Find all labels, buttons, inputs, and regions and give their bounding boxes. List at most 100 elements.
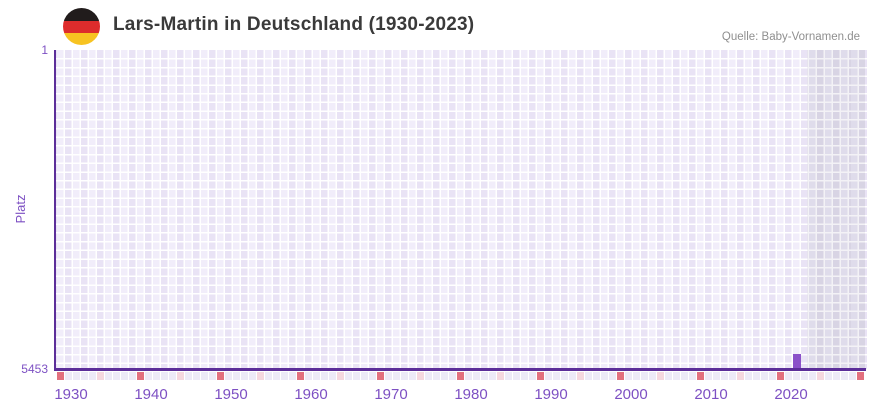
year-marker-2007 <box>673 371 680 380</box>
year-marker-2016 <box>745 371 752 380</box>
year-marker-2006 <box>665 371 672 380</box>
flag-stripe-black <box>63 8 100 21</box>
year-marker-1933 <box>81 371 88 380</box>
year-marker-1952 <box>233 371 240 380</box>
year-marker-1953 <box>241 371 248 380</box>
year-marker-2010 <box>697 371 704 380</box>
year-marker-1958 <box>281 371 288 380</box>
rank-bar-2022[interactable] <box>793 354 801 369</box>
year-marker-1935 <box>97 371 104 380</box>
year-marker-1988 <box>521 371 528 380</box>
year-marker-2030 <box>857 371 864 380</box>
year-marker-2018 <box>761 371 768 380</box>
year-marker-1974 <box>409 371 416 380</box>
year-marker-1979 <box>449 371 456 380</box>
year-marker-1963 <box>321 371 328 380</box>
year-marker-1985 <box>497 371 504 380</box>
year-marker-1947 <box>193 371 200 380</box>
year-marker-1980 <box>457 371 464 380</box>
year-marker-1966 <box>345 371 352 380</box>
year-marker-1937 <box>113 371 120 380</box>
year-marker-1982 <box>473 371 480 380</box>
y-axis-tick-bottom: 5453 <box>21 362 48 376</box>
year-marker-1986 <box>505 371 512 380</box>
year-marker-1939 <box>129 371 136 380</box>
year-marker-2027 <box>833 371 840 380</box>
x-axis-line <box>54 368 866 371</box>
year-marker-1931 <box>65 371 72 380</box>
year-marker-2012 <box>713 371 720 380</box>
flag-stripe-gold <box>63 32 100 45</box>
year-marker-1951 <box>225 371 232 380</box>
year-marker-1999 <box>609 371 616 380</box>
plot-area <box>56 50 867 369</box>
year-marker-1975 <box>417 371 424 380</box>
year-marker-1936 <box>105 371 112 380</box>
year-marker-1972 <box>393 371 400 380</box>
year-marker-2024 <box>809 371 816 380</box>
year-marker-1946 <box>185 371 192 380</box>
year-marker-1973 <box>401 371 408 380</box>
year-marker-2020 <box>777 371 784 380</box>
year-marker-1981 <box>465 371 472 380</box>
year-marker-1967 <box>353 371 360 380</box>
year-marker-1977 <box>433 371 440 380</box>
year-marker-1993 <box>561 371 568 380</box>
year-marker-1956 <box>265 371 272 380</box>
future-years-shaded-region <box>807 50 865 369</box>
x-axis-tick-2020: 2020 <box>774 386 808 403</box>
year-marker-2019 <box>769 371 776 380</box>
year-marker-1987 <box>513 371 520 380</box>
x-axis-tick-1940: 1940 <box>134 386 168 403</box>
year-marker-1965 <box>337 371 344 380</box>
year-marker-2029 <box>849 371 856 380</box>
year-marker-2000 <box>617 371 624 380</box>
year-marker-1960 <box>297 371 304 380</box>
flag-stripe-red <box>63 20 100 33</box>
x-axis-tick-2010: 2010 <box>694 386 728 403</box>
x-axis-tick-1990: 1990 <box>534 386 568 403</box>
year-marker-1938 <box>121 371 128 380</box>
year-marker-1996 <box>585 371 592 380</box>
y-axis-line <box>54 50 56 370</box>
year-marker-1971 <box>385 371 392 380</box>
year-marker-1941 <box>145 371 152 380</box>
year-marker-1992 <box>553 371 560 380</box>
year-marker-2028 <box>841 371 848 380</box>
year-marker-1959 <box>289 371 296 380</box>
year-marker-2002 <box>633 371 640 380</box>
y-axis-title: Platz <box>12 194 28 224</box>
x-axis-tick-1930: 1930 <box>54 386 88 403</box>
year-marker-2015 <box>737 371 744 380</box>
source-credit: Quelle: Baby-Vornamen.de <box>721 31 860 43</box>
year-marker-2014 <box>729 371 736 380</box>
year-marker-1969 <box>369 371 376 380</box>
year-marker-1944 <box>169 371 176 380</box>
year-marker-1989 <box>529 371 536 380</box>
year-marker-1984 <box>489 371 496 380</box>
year-marker-1970 <box>377 371 384 380</box>
year-marker-1950 <box>217 371 224 380</box>
year-marker-2023 <box>801 371 808 380</box>
year-marker-2025 <box>817 371 824 380</box>
year-marker-1976 <box>425 371 432 380</box>
year-marker-1961 <box>305 371 312 380</box>
year-marker-2001 <box>625 371 632 380</box>
year-marker-1994 <box>569 371 576 380</box>
year-marker-1955 <box>257 371 264 380</box>
year-marker-1930 <box>57 371 64 380</box>
year-marker-2013 <box>721 371 728 380</box>
year-marker-2026 <box>825 371 832 380</box>
year-marker-2008 <box>681 371 688 380</box>
year-marker-1962 <box>313 371 320 380</box>
year-marker-1949 <box>209 371 216 380</box>
year-marker-1948 <box>201 371 208 380</box>
year-marker-1998 <box>601 371 608 380</box>
year-marker-2011 <box>705 371 712 380</box>
year-marker-2005 <box>657 371 664 380</box>
year-marker-2004 <box>649 371 656 380</box>
year-marker-1995 <box>577 371 584 380</box>
year-marker-1934 <box>89 371 96 380</box>
x-axis-tick-2000: 2000 <box>614 386 648 403</box>
